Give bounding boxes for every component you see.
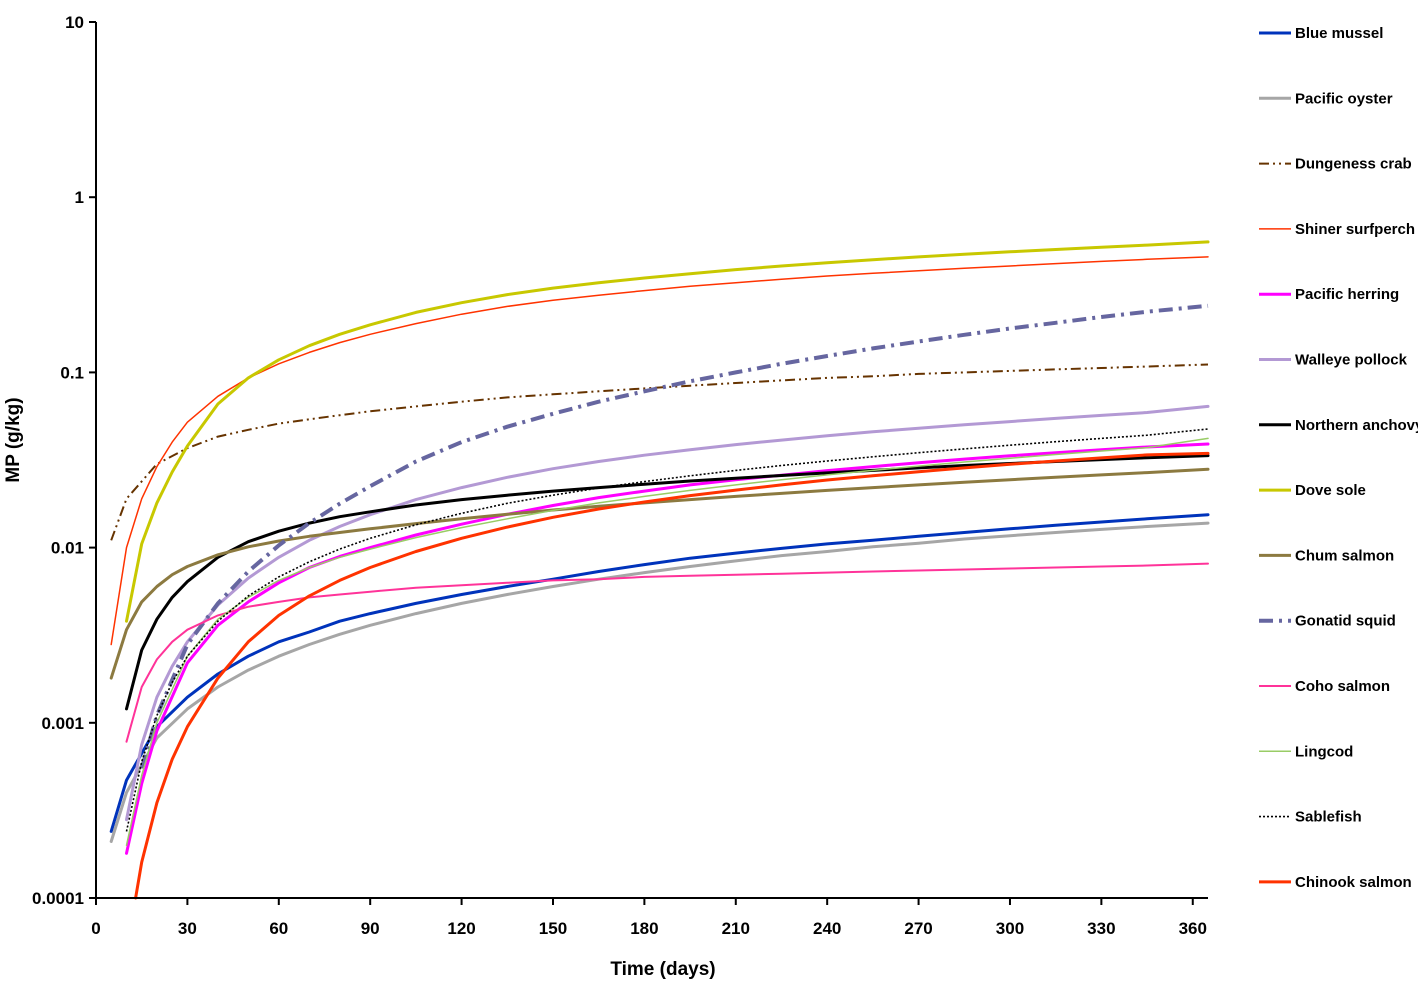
legend-label: Lingcod <box>1295 743 1353 760</box>
legend-item: Pacific oyster <box>1259 90 1393 107</box>
x-axis-title: Time (days) <box>610 959 715 980</box>
legend-label: Sablefish <box>1295 809 1362 826</box>
x-tick-label: 360 <box>1179 919 1207 938</box>
legend-label: Coho salmon <box>1295 678 1390 695</box>
legend-item: Northern anchovy <box>1259 417 1418 434</box>
y-tick-label: 0.001 <box>41 714 84 733</box>
legend-label: Dove sole <box>1295 482 1366 499</box>
y-tick-label: 0.1 <box>60 363 84 382</box>
x-axis-ticks: 0 30 60 90 120 150 180 210 240 270 300 330 360 <box>91 898 1207 938</box>
series-line-walleye-pollock <box>125 404 1210 822</box>
legend-item: Chum salmon <box>1259 547 1394 564</box>
y-tick-label: 0.0001 <box>32 889 84 908</box>
y-tick-label: 10 <box>65 13 84 32</box>
series-line-blue-mussel <box>109 513 1210 833</box>
series-line-chinook-salmon <box>134 451 1210 900</box>
y-axis-title: MP (g/kg) <box>3 397 24 482</box>
legend-item: Dove sole <box>1259 482 1366 499</box>
legend-item: Chinook salmon <box>1259 874 1412 891</box>
x-tick-label: 300 <box>996 919 1024 938</box>
series-line-shiner-surfperch <box>110 256 1209 646</box>
legend-label: Shiner surfperch <box>1295 221 1415 238</box>
legend-item: Gonatid squid <box>1259 613 1396 630</box>
x-tick-label: 270 <box>904 919 932 938</box>
legend-label: Chinook salmon <box>1295 874 1412 891</box>
legend-item: Pacific herring <box>1259 286 1399 303</box>
series-line-sablefish <box>125 428 1209 832</box>
y-axis-ticks: 10 1 0.1 0.01 0.001 0.0001 <box>32 13 96 908</box>
y-tick-label: 1 <box>75 188 84 207</box>
legend-item: Shiner surfperch <box>1259 221 1415 238</box>
x-tick-label: 60 <box>269 919 288 938</box>
legend-label: Pacific oyster <box>1295 90 1393 107</box>
series-line-northern-anchovy <box>125 454 1210 711</box>
series-line-pacific-herring <box>125 442 1210 855</box>
axes <box>95 22 1208 899</box>
x-tick-label: 150 <box>539 919 567 938</box>
legend-label: Chum salmon <box>1295 547 1394 564</box>
plot-area <box>109 240 1210 900</box>
legend-label: Northern anchovy <box>1295 417 1418 434</box>
x-tick-label: 180 <box>630 919 658 938</box>
legend-label: Walleye pollock <box>1295 352 1408 369</box>
series-line-dove-sole <box>125 240 1210 623</box>
legend-label: Blue mussel <box>1295 25 1383 42</box>
x-tick-label: 0 <box>91 919 100 938</box>
x-tick-label: 240 <box>813 919 841 938</box>
legend: Blue mussel Pacific oyster Dungeness crab S… <box>1259 25 1418 891</box>
legend-item: Sablefish <box>1259 809 1362 826</box>
legend-item: Walleye pollock <box>1259 352 1408 369</box>
series-line-pacific-oyster <box>109 521 1210 843</box>
legend-item: Blue mussel <box>1259 25 1383 42</box>
x-tick-label: 120 <box>447 919 475 938</box>
legend-label: Dungeness crab <box>1295 156 1412 173</box>
x-tick-label: 90 <box>361 919 380 938</box>
series-line-chum-salmon <box>109 467 1210 680</box>
series-line-gonatid-squid <box>139 303 1209 769</box>
legend-item: Dungeness crab <box>1259 156 1412 173</box>
series-line-coho-salmon <box>125 562 1209 743</box>
legend-item: Lingcod <box>1259 743 1353 760</box>
x-tick-label: 330 <box>1087 919 1115 938</box>
y-tick-label: 0.01 <box>51 539 84 558</box>
legend-label: Pacific herring <box>1295 286 1399 303</box>
x-tick-label: 30 <box>178 919 197 938</box>
legend-label: Gonatid squid <box>1295 613 1396 630</box>
series-line-dungeness-crab <box>110 363 1209 541</box>
x-tick-label: 210 <box>722 919 750 938</box>
legend-item: Coho salmon <box>1259 678 1390 695</box>
